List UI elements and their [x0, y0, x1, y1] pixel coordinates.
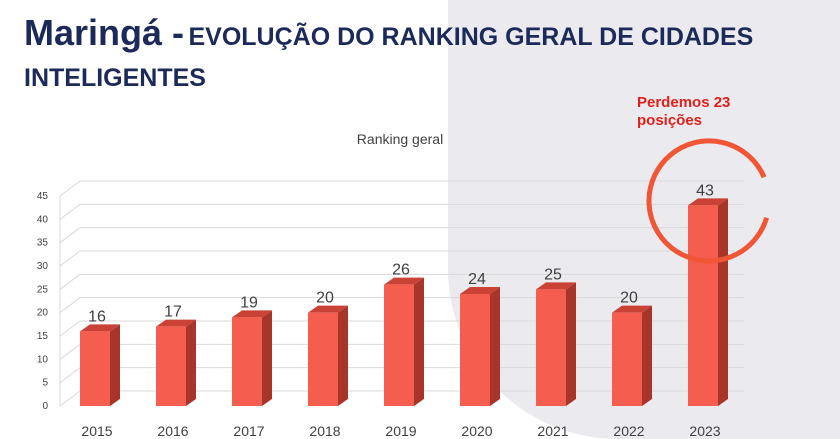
data-label: 26 [392, 262, 410, 279]
gridline-depth [59, 367, 81, 384]
gridline-depth [59, 320, 81, 337]
title-main: Maringá - [24, 12, 185, 53]
gridline-depth [59, 203, 81, 220]
y-tick-label: 5 [42, 378, 48, 389]
page-title: Maringá - EVOLUÇÃO DO RANKING GERAL DE C… [24, 12, 834, 94]
annotation-line2: posições [637, 112, 703, 129]
data-label: 20 [620, 290, 638, 307]
gridline-depth [59, 273, 81, 290]
annotation-line1: Perdemos 23 [637, 94, 731, 111]
chart-title: Ranking geral [357, 131, 443, 147]
bar-top [232, 310, 272, 318]
bar-top [156, 319, 196, 327]
data-label: 19 [240, 294, 258, 311]
bar [156, 326, 186, 406]
y-tick-label: 15 [37, 331, 49, 342]
x-tick-label: 2015 [81, 423, 112, 439]
x-tick-label: 2017 [233, 423, 264, 439]
y-tick-label: 0 [42, 401, 48, 412]
x-tick-label: 2023 [689, 423, 720, 439]
y-tick-label: 45 [37, 191, 49, 202]
title-subtitle-line1: EVOLUÇÃO DO RANKING GERAL DE CIDADES [188, 23, 754, 51]
data-label: 20 [316, 290, 334, 307]
bar-top [80, 324, 120, 332]
data-label: 24 [468, 271, 486, 288]
annotation-callout: Perdemos 23 posições [637, 94, 787, 130]
x-tick-label: 2022 [613, 423, 644, 439]
bar-side [262, 310, 272, 406]
y-tick-label: 25 [37, 284, 49, 295]
bar [308, 312, 338, 406]
bar [536, 289, 566, 406]
data-label: 25 [544, 266, 562, 283]
bar-top [536, 282, 576, 290]
bar-side [566, 282, 576, 406]
data-label: 17 [164, 304, 182, 321]
y-tick-label: 30 [37, 261, 49, 272]
bar-side [490, 287, 500, 406]
bar [80, 331, 110, 406]
data-label: 43 [696, 182, 714, 199]
x-tick-label: 2016 [157, 423, 188, 439]
gridline-depth [59, 343, 81, 360]
y-tick-label: 40 [37, 214, 49, 225]
y-tick-label: 10 [37, 354, 49, 365]
gridline-depth [59, 180, 81, 197]
x-tick-label: 2020 [461, 423, 492, 439]
bar-side [110, 324, 120, 406]
bar-side [642, 305, 652, 406]
bar [460, 294, 490, 406]
gridline-depth [59, 227, 81, 244]
bar [232, 317, 262, 406]
bar-side [718, 198, 728, 406]
x-tick-label: 2018 [309, 423, 340, 439]
bar [612, 312, 642, 406]
y-tick-label: 20 [37, 308, 49, 319]
gridline-depth [59, 390, 81, 407]
bar-top [460, 287, 500, 294]
highlight-circle [646, 138, 769, 264]
bar-side [338, 305, 348, 406]
title-subtitle-line2: INTELIGENTES [24, 64, 206, 92]
gridline-depth [59, 250, 81, 267]
bar-top [612, 305, 652, 313]
x-tick-label: 2019 [385, 423, 416, 439]
x-tick-label: 2021 [537, 423, 568, 439]
bar [688, 205, 718, 406]
gridline-depth [59, 297, 81, 314]
bar [384, 284, 414, 406]
bar-top [308, 305, 348, 313]
data-label: 16 [88, 308, 106, 325]
bar-top [384, 277, 424, 285]
bar-top [688, 198, 728, 206]
bar-side [414, 277, 424, 406]
y-tick-label: 35 [37, 238, 49, 249]
bar-side [186, 319, 196, 406]
